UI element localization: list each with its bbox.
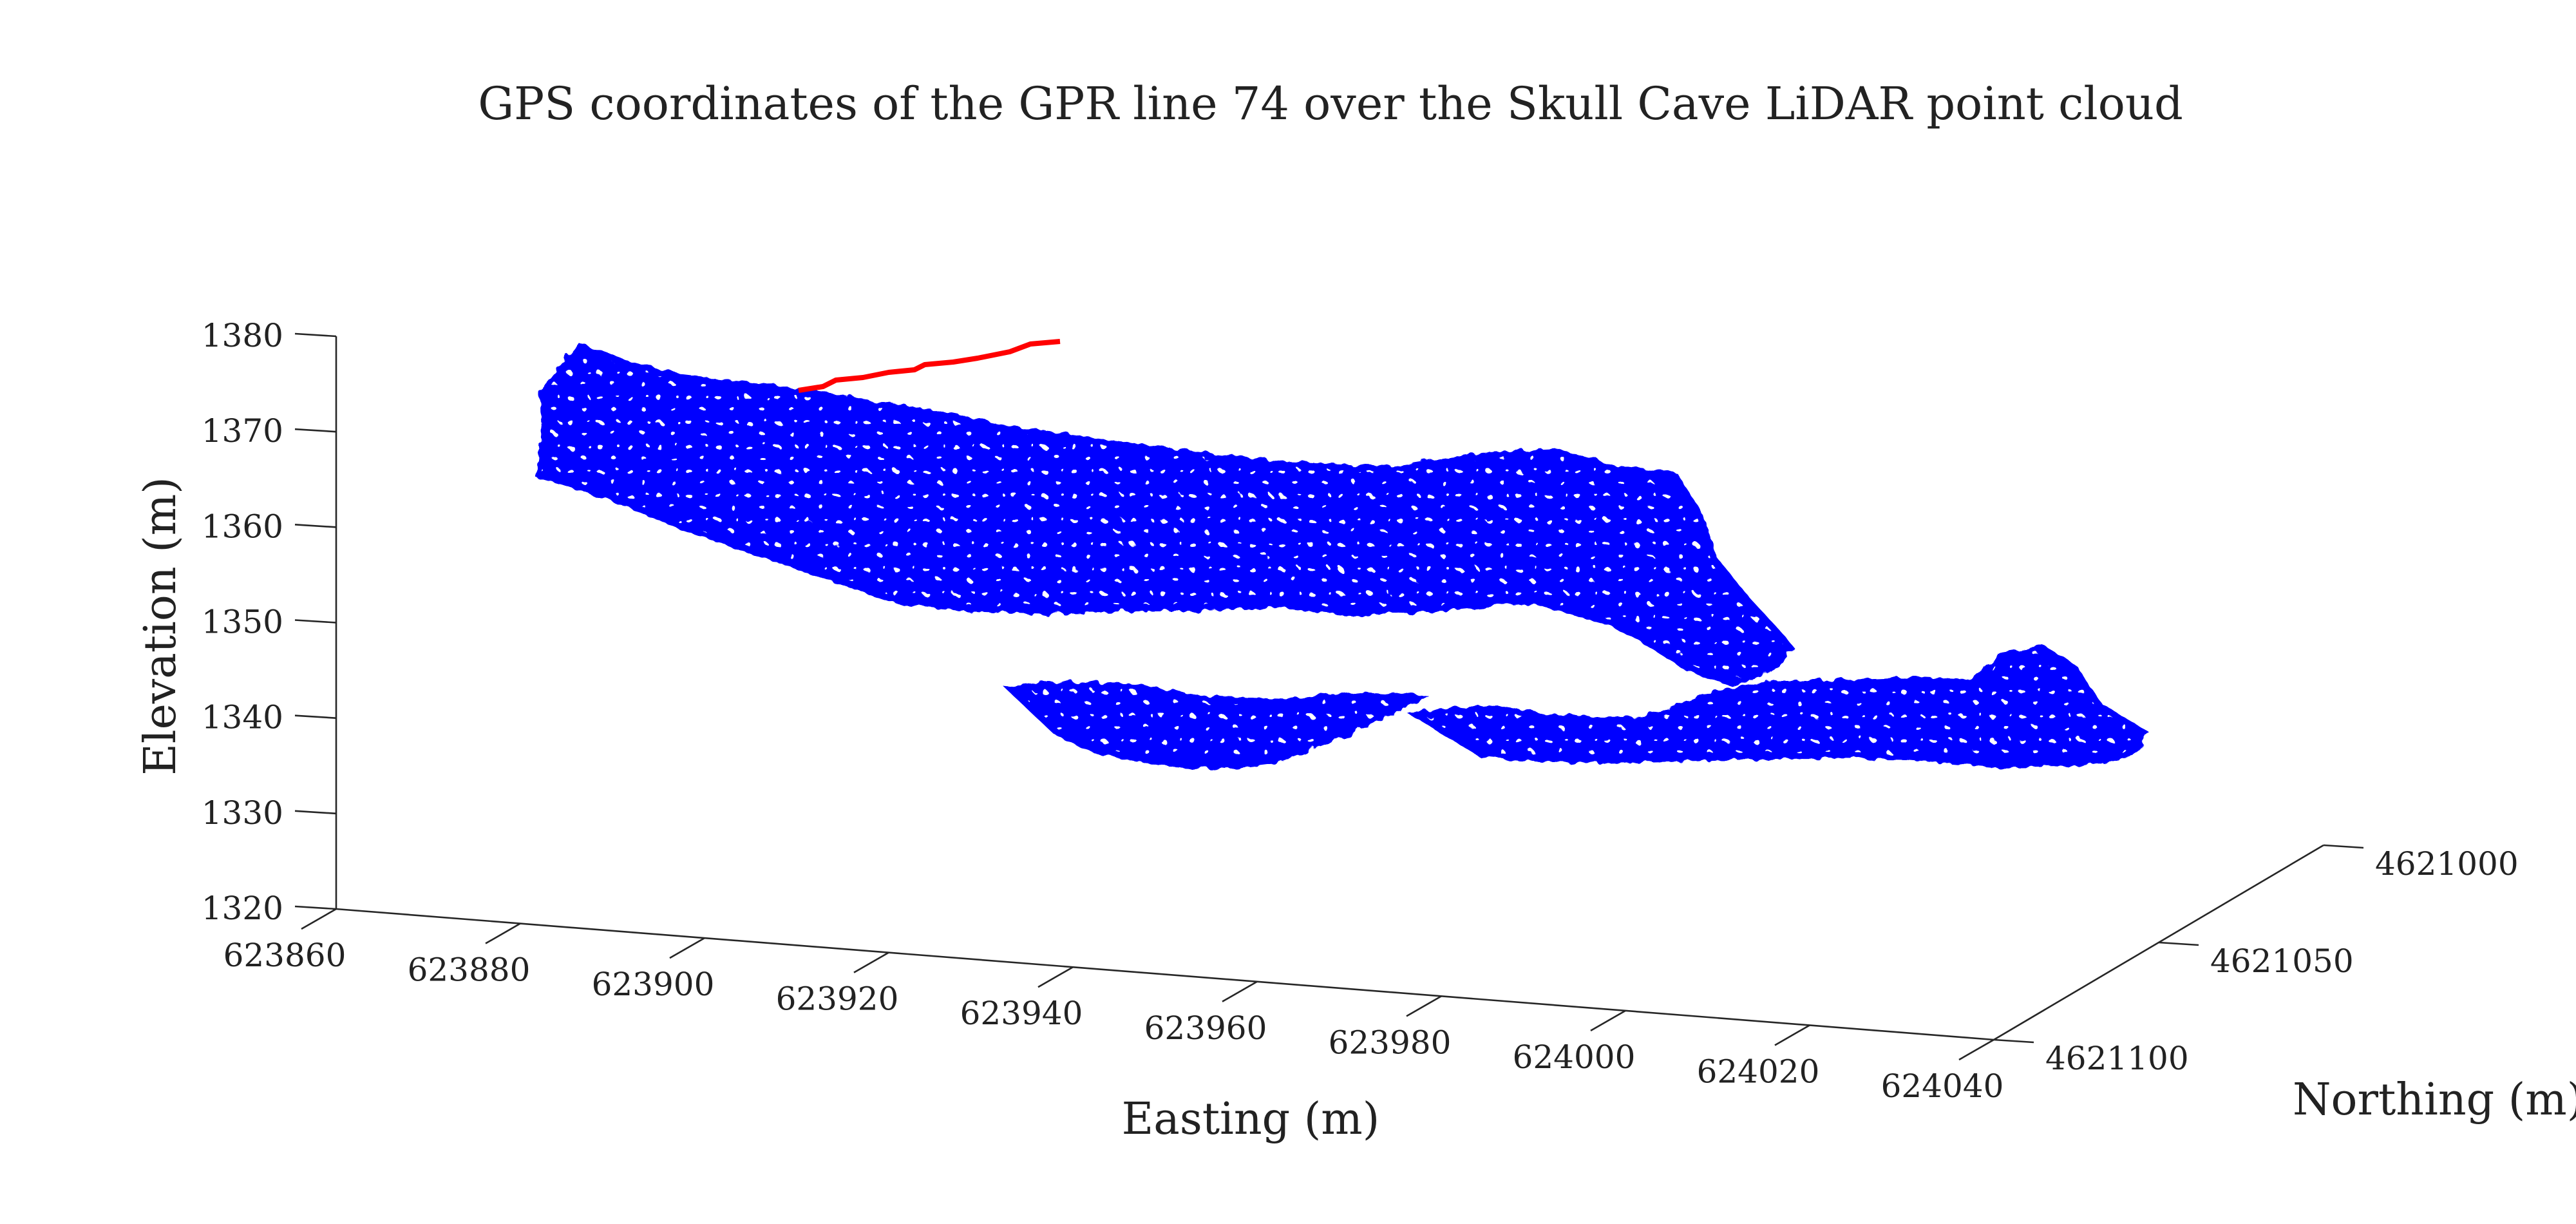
z-tick-label: 1330 — [202, 794, 283, 832]
x-tick-mark — [1958, 1038, 1994, 1061]
x-tick-label: 624000 — [1513, 1038, 1636, 1076]
x-tick-mark — [853, 951, 889, 973]
z-tick-label: 1350 — [202, 604, 283, 641]
x-tick-label: 623960 — [1144, 1009, 1267, 1047]
x-tick-mark — [1774, 1024, 1810, 1046]
z-axis-label: Elevation (m) — [135, 477, 186, 776]
y-tick-label: 4621050 — [2210, 942, 2354, 980]
z-tick-label: 1370 — [202, 412, 283, 450]
chart-title: GPS coordinates of the GPR line 74 over … — [478, 77, 2183, 130]
x-tick-label: 624040 — [1881, 1067, 2004, 1105]
point-cloud-lower-west — [1003, 680, 1429, 770]
x-ticks: 623860 623880 623900 623920 623940 623960 6239… — [223, 908, 2004, 1105]
x-axis-line — [336, 908, 1994, 1041]
z-tick-label: 1380 — [202, 317, 283, 354]
x-tick-mark — [669, 937, 705, 959]
y-tick-mark — [2323, 844, 2364, 849]
x-tick-label: 623880 — [408, 951, 531, 989]
y-tick-label: 4621100 — [2045, 1040, 2189, 1077]
point-cloud-upper-body — [536, 343, 1795, 687]
x-tick-label: 623920 — [776, 980, 899, 1018]
y-axis-label: Northing (m) — [2293, 1075, 2576, 1125]
z-tick-mark — [294, 619, 337, 624]
z-tick-label: 1360 — [202, 508, 283, 545]
y-tick-label: 4621000 — [2375, 845, 2519, 883]
x-tick-label: 623900 — [592, 966, 715, 1003]
z-tick-mark — [294, 714, 337, 719]
z-tick-mark — [294, 428, 337, 433]
x-tick-label: 624020 — [1697, 1053, 1820, 1090]
z-tick-label: 1320 — [202, 890, 283, 927]
x-tick-label: 623980 — [1329, 1024, 1452, 1061]
x-tick-mark — [1406, 995, 1442, 1017]
y-tick-mark — [1993, 1038, 2034, 1044]
point-cloud-lower-east — [1406, 644, 2149, 768]
x-tick-label: 623940 — [960, 995, 1083, 1032]
x-tick-mark — [485, 923, 521, 944]
y-ticks: 4621000 4621050 4621100 — [1993, 844, 2519, 1077]
gpr-line-74-track — [798, 339, 1061, 393]
lidar-point-cloud — [536, 343, 2149, 770]
z-tick-mark — [294, 810, 337, 815]
x-tick-mark — [1590, 1009, 1626, 1032]
x-axis-label: Easting (m) — [1122, 1094, 1380, 1145]
x-tick-mark — [1037, 966, 1074, 988]
z-ticks: 1320 1330 1340 1350 1360 1370 1380 — [202, 317, 337, 927]
z-tick-mark — [294, 332, 337, 338]
z-tick-mark — [294, 524, 337, 528]
z-tick-label: 1340 — [202, 699, 283, 736]
x-tick-label: 623860 — [223, 937, 346, 974]
z-tick-mark — [294, 905, 337, 910]
x-tick-mark — [1222, 980, 1258, 1002]
y-tick-mark — [2158, 941, 2199, 946]
x-tick-mark — [301, 908, 337, 930]
